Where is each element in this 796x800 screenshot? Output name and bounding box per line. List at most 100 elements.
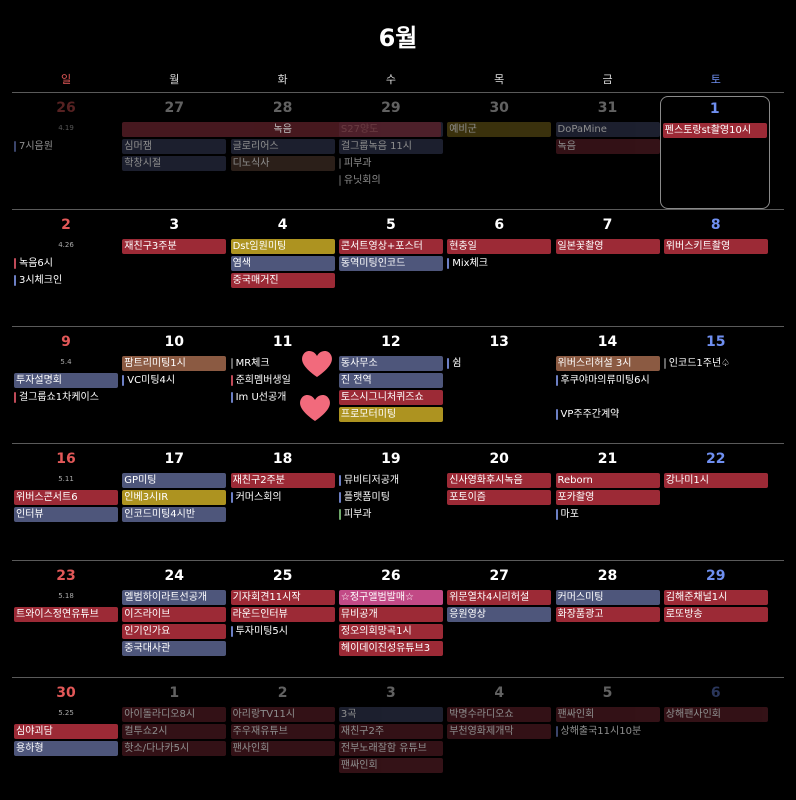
calendar-event[interactable]: Im U선공개 [230,390,335,405]
calendar-event[interactable]: 주우재유튜브 [230,724,335,739]
day-cell[interactable]: 20 신사영화후시녹음 포토이즘 [445,443,553,558]
calendar-event[interactable]: 준희멤버생일 [230,373,335,388]
calendar-event[interactable]: 상해팬사인회 [663,707,768,722]
day-cell[interactable]: 2 아리랑TV11시 주우재유튜브 팬사인회 [229,677,337,792]
day-cell[interactable]: 9 5.4 투자설명회 걸그룹쇼1차케이스 [12,326,120,441]
calendar-event[interactable]: 동사무소 [338,356,443,371]
calendar-event[interactable]: 3곡 [338,707,443,722]
calendar-event[interactable]: 예비군 [447,122,552,137]
calendar-event[interactable]: 심머잼 [122,139,227,154]
calendar-event[interactable]: 현충일 [447,239,552,254]
calendar-event[interactable]: 뮤비티저공개 [338,473,443,488]
calendar-event[interactable]: 7시음원 [14,139,118,154]
calendar-event[interactable]: 글로리어스 [230,139,335,154]
day-cell[interactable]: 13 쉼 [445,326,553,441]
calendar-event[interactable]: 녹음 [555,139,660,154]
calendar-event[interactable]: 걸그룹쇼1차케이스 [14,390,118,405]
calendar-event[interactable]: 화장품광고 [555,607,660,622]
day-cell[interactable]: 3 3곡 재친구2주 전부노래잘함 유튜브 팬싸인회 [337,677,445,792]
calendar-event[interactable]: 후쿠야마의류미팅6시 [555,373,660,405]
calendar-event[interactable]: 강나미1시 [663,473,768,488]
calendar-event[interactable]: 심야괴담 [14,724,118,739]
day-cell[interactable]: 16 5.11 위버스콘서트6 인터뷰 [12,443,120,558]
day-cell[interactable]: 1 펜스토랑st촬영10시 [659,96,770,209]
calendar-event[interactable]: 위문열차4시리허설 [447,590,552,605]
day-cell[interactable]: 28 글로리어스 디노식사 [229,92,337,207]
calendar-event[interactable]: 정오의회망곡1시 [338,624,443,639]
calendar-event[interactable]: 인터뷰 [14,507,118,522]
calendar-event[interactable]: Dst임원미팅 [230,239,335,254]
day-cell[interactable]: 4 박명수라디오쇼 부천영화제개막 [445,677,553,792]
day-cell[interactable]: 30 예비군 [445,92,553,207]
calendar-event[interactable]: 걸그룹녹음 11시 [338,139,443,154]
calendar-event[interactable]: 로또방송 [663,607,768,622]
day-cell[interactable]: 31 DoPaMine 녹음 [554,92,662,207]
day-cell[interactable]: 17 GP미팅 인베3시IR 인코드미팅4시반 [120,443,228,558]
day-cell[interactable]: 11 MR체크 준희멤버생일 Im U선공개 [229,326,337,441]
day-cell[interactable]: 4 Dst임원미팅 염색 중국매거진 [229,209,337,324]
calendar-event[interactable]: 라운드인터뷰 [230,607,335,622]
day-cell[interactable]: 5 팬싸인회 상해출국11시10분 [554,677,662,792]
day-cell[interactable]: 23 5.18 트와이스정연유튜브 [12,560,120,675]
calendar-event[interactable]: ☆정구앨범발매☆ [338,590,443,605]
calendar-event[interactable]: 유닛회의 [338,173,443,188]
calendar-event[interactable]: 박명수라디오쇼 [447,707,552,722]
calendar-event[interactable]: 일본꽃촬영 [555,239,660,254]
calendar-event[interactable]: 응원영상 [447,607,552,622]
calendar-event[interactable]: 피부과 [338,156,443,171]
calendar-event[interactable]: 중국매거진 [230,273,335,288]
calendar-event[interactable]: 위버스키트촬영 [663,239,768,254]
calendar-event[interactable]: 커머스회의 [230,490,335,505]
day-cell[interactable]: 15 인코드1주년♤ [662,326,770,441]
calendar-event[interactable]: 진 전역 [338,373,443,388]
calendar-event[interactable]: 아이돌라디오8시 [122,707,227,722]
calendar-event[interactable]: 플랫폼미팅 [338,490,443,505]
calendar-event[interactable]: 재친구2주분 [230,473,335,488]
day-cell[interactable]: 6 상해팬사인회 [662,677,770,792]
day-cell[interactable]: 1 아이돌라디오8시 컬투쇼2시 핫소/다나카5시 [120,677,228,792]
calendar-event[interactable]: 팜트리미팅1시 [122,356,227,371]
calendar-event[interactable]: 신사영화후시녹음 [447,473,552,488]
calendar-event[interactable]: 3시체크인 [14,273,118,288]
day-cell[interactable]: 12 동사무소 진 전역 토스시그니처퀴즈쇼 프로모터미팅 [337,326,445,441]
day-cell[interactable]: 3 재친구3주분 [120,209,228,324]
calendar-event[interactable]: 콘서트영상+포스터 [338,239,443,254]
calendar-event[interactable]: 인베3시IR [122,490,227,505]
calendar-event[interactable]: DoPaMine [555,122,660,137]
day-cell[interactable]: 14 위버스리허설 3시 후쿠야마의류미팅6시 VP주주간계약 [554,326,662,441]
multi-day-event[interactable]: 녹음 [122,122,442,137]
calendar-event[interactable]: 녹음6시 [14,256,118,271]
calendar-event[interactable]: Mix체크 [447,256,551,271]
day-cell[interactable]: 6 현충일 Mix체크 [445,209,553,324]
calendar-event[interactable]: 디노식사 [230,156,335,171]
calendar-event[interactable]: MR체크 [230,356,335,371]
calendar-event[interactable]: 학창시절 [122,156,227,171]
calendar-event[interactable]: 이즈라이브 [122,607,227,622]
day-cell[interactable]: 26 ☆정구앨범발매☆ 뮤비공개 정오의회망곡1시 헤이데이진성유튜브3 [337,560,445,675]
calendar-event[interactable]: VP주주간계약 [555,407,660,422]
calendar-event[interactable]: 부천영화제개막 [447,724,552,739]
calendar-event[interactable]: 커머스미팅 [555,590,660,605]
calendar-event[interactable]: 인코드미팅4시반 [122,507,227,522]
calendar-event[interactable]: 염색 [230,256,335,271]
calendar-event[interactable]: 인기인가요 [122,624,227,639]
calendar-event[interactable]: 엘범하이라트선공개 [122,590,227,605]
calendar-event[interactable]: 뮤비공개 [338,607,443,622]
calendar-event[interactable]: 토스시그니처퀴즈쇼 [338,390,443,405]
calendar-event[interactable]: Reborn [555,473,660,488]
day-cell[interactable]: 2 4.26 녹음6시 3시체크인 [12,209,120,324]
calendar-event[interactable]: 컬투쇼2시 [122,724,227,739]
day-cell[interactable]: 27 심머잼 학창시절 [120,92,228,207]
day-cell[interactable]: 29 김해준채널1시 로또방송 [662,560,770,675]
calendar-event[interactable]: 팬사인회 [230,741,335,756]
calendar-event[interactable]: GP미팅 [122,473,227,488]
calendar-event[interactable]: 핫소/다나카5시 [122,741,227,756]
calendar-event[interactable]: 포카촬영 [555,490,660,505]
day-cell[interactable]: 28 커머스미팅 화장품광고 [554,560,662,675]
calendar-event[interactable]: 중국대사관 [122,641,227,656]
calendar-event[interactable]: 팬싸인회 [338,758,443,773]
calendar-event[interactable]: 동역미팅인코드 [338,256,443,271]
day-cell[interactable]: 24 엘범하이라트선공개 이즈라이브 인기인가요 중국대사관 [120,560,228,675]
calendar-event[interactable]: 투자설명회 [14,373,118,388]
calendar-event[interactable]: 프로모터미팅 [338,407,443,422]
